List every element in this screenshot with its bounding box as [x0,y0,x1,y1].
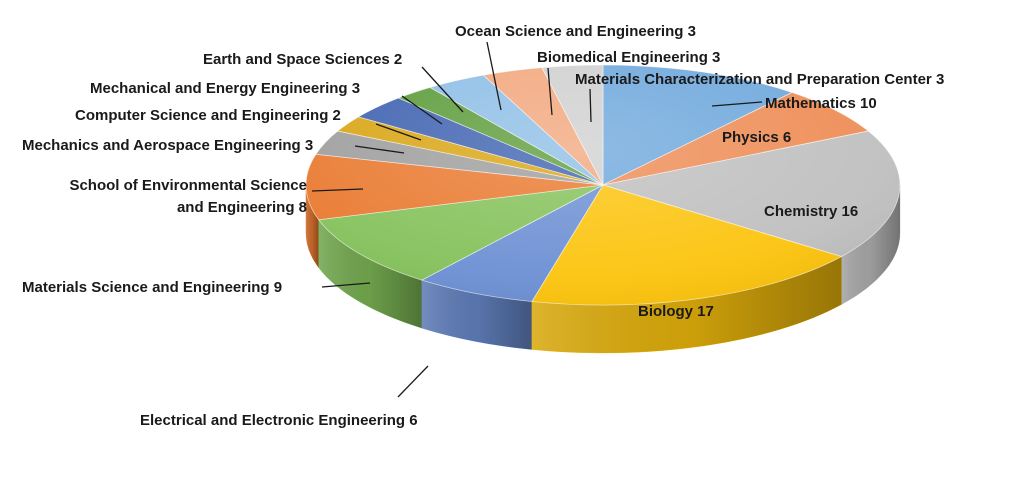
pie-wall-shade [421,280,532,350]
pie-wall-shade [531,256,842,354]
leader-line-ocean-science-and-engineering [486,41,502,111]
slice-label-mathematics: Mathematics 10 [765,95,877,112]
pie-top-faces [305,64,901,306]
pie-side-walls [305,184,901,354]
slice-label-biology: Biology 17 [638,303,714,320]
pie-top-highlight [306,65,900,305]
slice-labels: Mathematics 10 Physics 6 Chemistry 16 Biolo… [22,23,944,429]
leader-line-school-of-environmental-science-and-engineering [311,188,364,192]
slice-label-computer-science-and-engineering: Computer Science and Engineering 2 [75,107,341,124]
leader-line-materials-characterization-and-preparation-center [589,88,592,123]
slice-label-chemistry: Chemistry 16 [764,203,858,220]
leader-line-mechanics-and-aerospace-engineering [354,145,405,154]
slice-label-mechanical-and-energy-engineering: Mechanical and Energy Engineering 3 [90,80,360,97]
leader-line-mathematics [711,101,763,107]
pie-wall-depth-shadow [306,185,900,353]
pie-wall-shade [306,185,319,268]
leader-line-earth-and-space-sciences [421,66,464,113]
slice-label-ocean-science-and-engineering: Ocean Science and Engineering 3 [455,23,696,40]
slice-label-physics: Physics 6 [722,129,791,146]
slice-label-materials-characterization-and-preparation-center: Materials Characterization and Preparati… [575,71,944,88]
pie-wall-shade [841,185,900,305]
leader-line-computer-science-and-engineering [375,123,422,141]
slice-label-materials-science-and-engineering: Materials Science and Engineering 9 [22,279,282,296]
leader-line-biomedical-engineering [547,67,553,116]
leader-line-electrical-and-electronic-engineering [397,365,429,398]
slice-label-school-of-environmental-science-and-engineering: School of Environmental Science and Engin… [69,177,307,216]
leader-line-materials-science-and-engineering [321,282,371,288]
pie-wall-shade [318,219,422,329]
slice-label-earth-and-space-sciences: Earth and Space Sciences 2 [203,51,402,68]
slice-label-mechanics-and-aerospace-engineering: Mechanics and Aerospace Engineering 3 [22,137,313,154]
leader-lines [311,41,763,398]
slice-label-biomedical-engineering: Biomedical Engineering 3 [537,49,720,66]
slice-label-electrical-and-electronic-engineering: Electrical and Electronic Engineering 6 [140,412,418,429]
leader-line-mechanical-and-energy-engineering [401,95,443,125]
